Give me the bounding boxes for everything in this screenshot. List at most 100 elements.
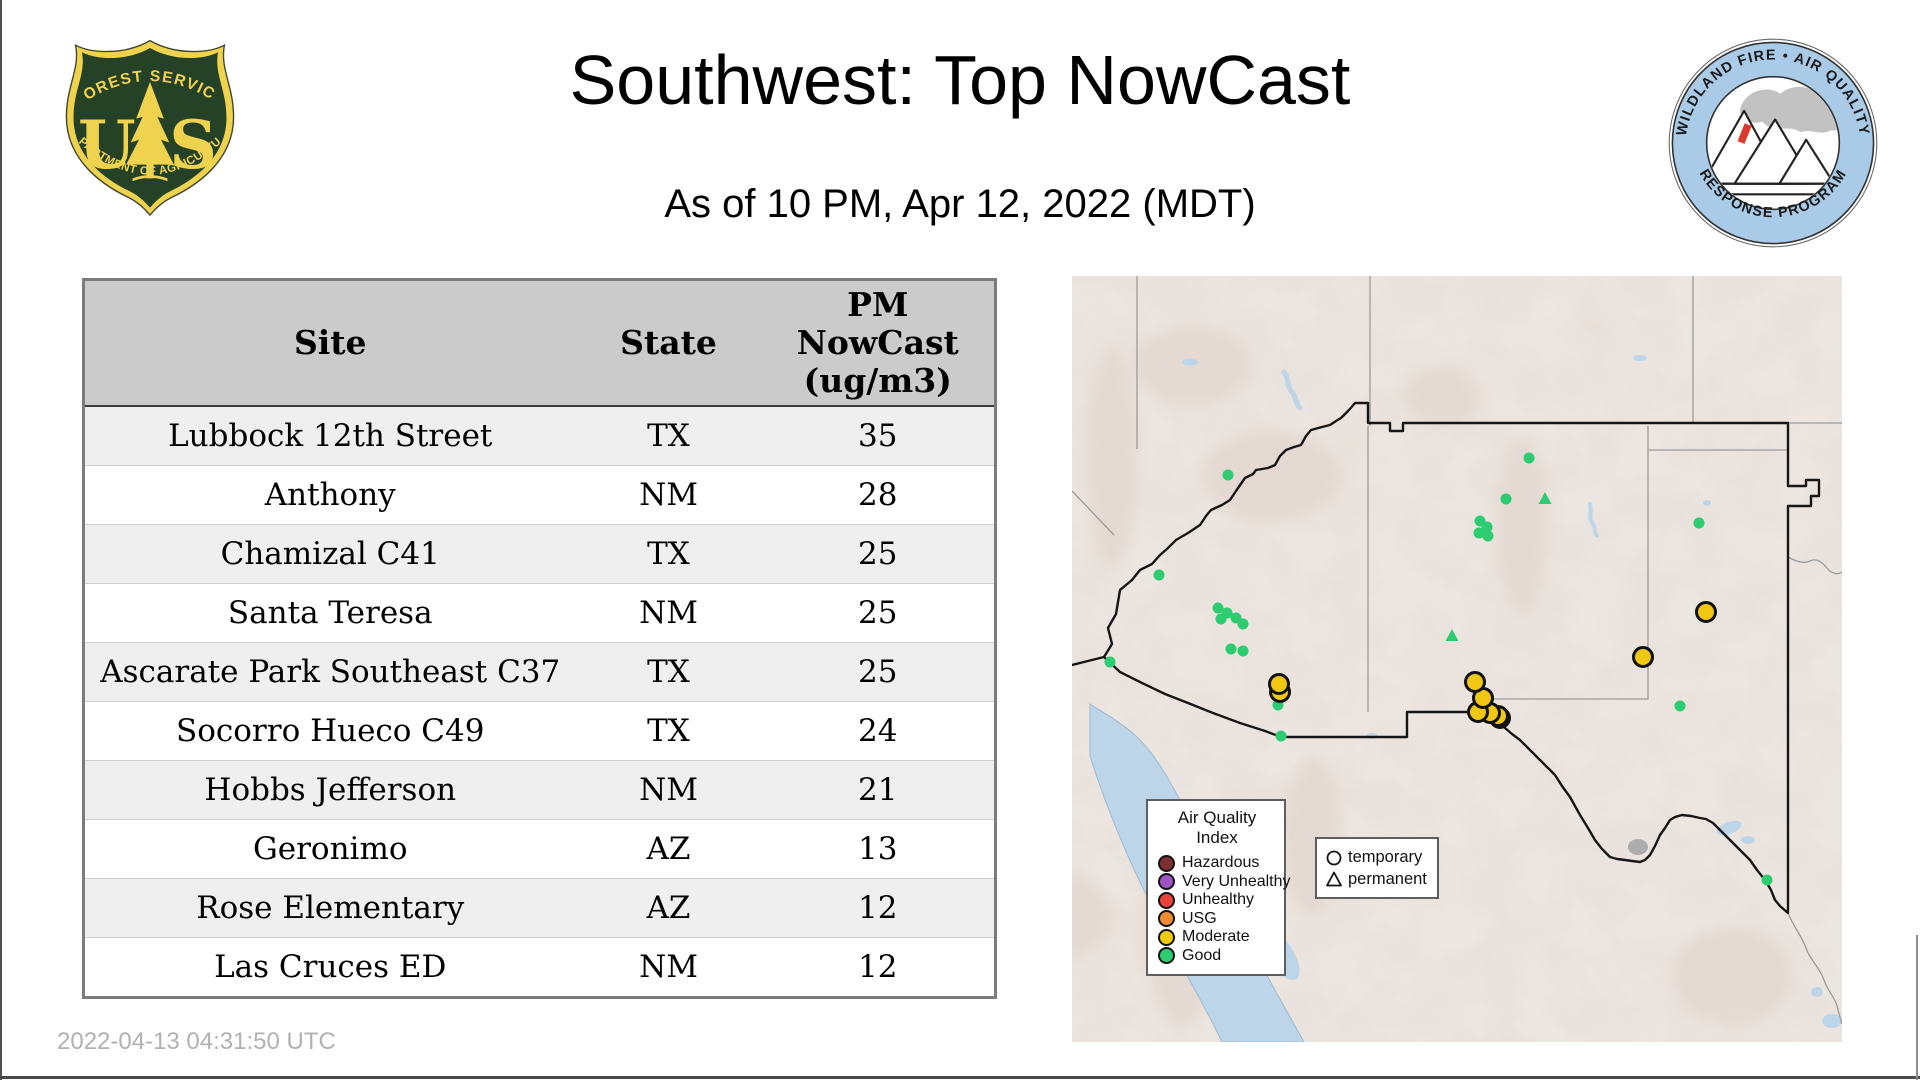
site-cell: Chamizal C41 bbox=[83, 524, 576, 584]
wfaqrp-mountains bbox=[1707, 109, 1836, 185]
site-marker-good-circle[interactable] bbox=[1500, 493, 1512, 505]
value-cell: 13 bbox=[761, 819, 996, 879]
site-marker-good-circle[interactable] bbox=[1153, 569, 1165, 581]
site-cell: Geronimo bbox=[83, 819, 576, 879]
state-lines bbox=[1072, 276, 1842, 1025]
site-marker-good-circle[interactable] bbox=[1104, 656, 1116, 668]
site-cell: Santa Teresa bbox=[83, 583, 576, 643]
aqi-color-dot bbox=[1158, 947, 1175, 965]
aqi-item-label: Moderate bbox=[1182, 928, 1250, 946]
wfaqrp-flame bbox=[1737, 123, 1752, 144]
site-marker-good-circle[interactable] bbox=[1222, 469, 1234, 481]
value-cell: 21 bbox=[761, 760, 996, 820]
site-marker-good-triangle[interactable] bbox=[1445, 629, 1459, 641]
page-border-left bbox=[0, 0, 2, 1080]
value-cell: 25 bbox=[761, 642, 996, 702]
site-marker-good-circle[interactable] bbox=[1482, 530, 1494, 542]
site-cell: Anthony bbox=[83, 465, 576, 525]
page-border-bottom bbox=[0, 1076, 1920, 1079]
aqi-item-label: USG bbox=[1182, 909, 1217, 927]
site-cell: Socorro Hueco C49 bbox=[83, 701, 576, 761]
site-marker-good-circle[interactable] bbox=[1212, 602, 1224, 614]
aqi-color-dot bbox=[1158, 891, 1175, 909]
usfs-logo: FOREST SERVICE U S DEPARTMENT OF AGRICUL… bbox=[48, 36, 235, 216]
state-cell: AZ bbox=[575, 878, 762, 938]
value-cell: 12 bbox=[761, 878, 996, 938]
state-cell: AZ bbox=[575, 819, 762, 879]
marker-type-legend: temporary permanent bbox=[1315, 837, 1439, 899]
site-marker-moderate-circle[interactable] bbox=[1695, 601, 1717, 623]
value-cell: 25 bbox=[761, 524, 996, 584]
aqi-legend-items: Hazardous Very Unhealthy Unhealthy USG Moder… bbox=[1158, 854, 1291, 966]
permanent-label: permanent bbox=[1348, 869, 1427, 888]
aqi-item-label: Unhealthy bbox=[1182, 891, 1255, 909]
value-cell: 28 bbox=[761, 465, 996, 525]
site-marker-good-circle[interactable] bbox=[1693, 517, 1705, 529]
page-subtitle: As of 10 PM, Apr 12, 2022 (MDT) bbox=[664, 182, 1256, 226]
site-marker-moderate-circle[interactable] bbox=[1632, 646, 1654, 668]
state-cell: TX bbox=[575, 642, 762, 702]
temporary-circle-icon bbox=[1326, 850, 1342, 866]
permanent-triangle-icon bbox=[1326, 871, 1342, 887]
state-cell: NM bbox=[575, 583, 762, 643]
state-cell: TX bbox=[575, 405, 762, 466]
site-marker-good-circle[interactable] bbox=[1473, 527, 1485, 539]
table-row: Ascarate Park Southeast C37 TX 25 bbox=[83, 642, 996, 702]
state-cell: NM bbox=[575, 937, 762, 998]
generated-timestamp: 2022-04-13 04:31:50 UTC bbox=[57, 1028, 336, 1055]
site-marker-good-circle[interactable] bbox=[1481, 521, 1493, 533]
site-marker-good-triangle[interactable] bbox=[1538, 492, 1552, 504]
state-cell: NM bbox=[575, 760, 762, 820]
usfs-letter-u: U bbox=[78, 106, 136, 184]
site-cell: Ascarate Park Southeast C37 bbox=[83, 642, 576, 702]
state-cell: TX bbox=[575, 524, 762, 584]
site-marker-good-circle[interactable] bbox=[1225, 643, 1237, 655]
site-marker-good-circle[interactable] bbox=[1761, 874, 1773, 886]
col-header-site: Site bbox=[83, 279, 576, 407]
site-marker-moderate-circle[interactable] bbox=[1268, 673, 1290, 695]
marker-legend-row-temporary: temporary bbox=[1325, 846, 1427, 868]
marker-legend-row-permanent: permanent bbox=[1325, 868, 1427, 890]
site-marker-good-circle[interactable] bbox=[1215, 613, 1227, 625]
nowcast-table-container: Site State PM NowCast (ug/m3) Lubbock 12… bbox=[82, 278, 997, 999]
table-row: Las Cruces ED NM 12 bbox=[83, 937, 996, 998]
site-markers bbox=[1104, 452, 1773, 886]
value-cell: 24 bbox=[761, 701, 996, 761]
southwest-map[interactable]: Air Quality Index Hazardous Very Unhealth… bbox=[1072, 276, 1842, 1042]
aqi-color-dot bbox=[1158, 854, 1175, 872]
table-row: Chamizal C41 TX 25 bbox=[83, 524, 996, 584]
site-marker-moderate-circle[interactable] bbox=[1464, 671, 1486, 693]
site-marker-good-circle[interactable] bbox=[1237, 645, 1249, 657]
table-header-row: Site State PM NowCast (ug/m3) bbox=[83, 279, 996, 407]
page-border-right bbox=[1916, 935, 1918, 1080]
usfs-tree-icon bbox=[126, 81, 174, 182]
site-cell: Hobbs Jefferson bbox=[83, 760, 576, 820]
site-cell: Rose Elementary bbox=[83, 878, 576, 938]
value-cell: 35 bbox=[761, 405, 996, 466]
table-row: Rose Elementary AZ 12 bbox=[83, 878, 996, 938]
table-row: Socorro Hueco C49 TX 24 bbox=[83, 701, 996, 761]
table-row: Hobbs Jefferson NM 21 bbox=[83, 760, 996, 820]
aqi-color-dot bbox=[1158, 928, 1175, 946]
gray-lake bbox=[1628, 839, 1648, 855]
temporary-label: temporary bbox=[1348, 847, 1423, 866]
site-cell: Lubbock 12th Street bbox=[83, 405, 576, 466]
wfaqrp-logo: WILDLAND FIRE • AIR QUALITY RESPONSE PRO… bbox=[1668, 38, 1878, 248]
col-header-state: State bbox=[575, 279, 762, 407]
site-marker-good-circle[interactable] bbox=[1237, 618, 1249, 630]
table-row: Anthony NM 28 bbox=[83, 465, 996, 525]
site-marker-good-circle[interactable] bbox=[1275, 730, 1287, 742]
aqi-item-label: Very Unhealthy bbox=[1182, 872, 1291, 890]
usfs-letter-s: S bbox=[169, 106, 217, 184]
aqi-legend: Air Quality Index Hazardous Very Unhealth… bbox=[1146, 799, 1291, 976]
table-body: Lubbock 12th Street TX 35 Anthony NM 28 Chamiz… bbox=[83, 405, 996, 998]
aqi-legend-item: USG bbox=[1158, 910, 1276, 929]
site-marker-good-circle[interactable] bbox=[1674, 700, 1686, 712]
aqi-item-label: Good bbox=[1182, 946, 1222, 964]
aqi-color-dot bbox=[1158, 910, 1175, 928]
aqi-legend-item: Very Unhealthy bbox=[1158, 873, 1291, 892]
site-marker-good-circle[interactable] bbox=[1523, 452, 1535, 464]
aqi-legend-item: Good bbox=[1158, 947, 1276, 966]
region-boundary bbox=[1072, 401, 1821, 915]
